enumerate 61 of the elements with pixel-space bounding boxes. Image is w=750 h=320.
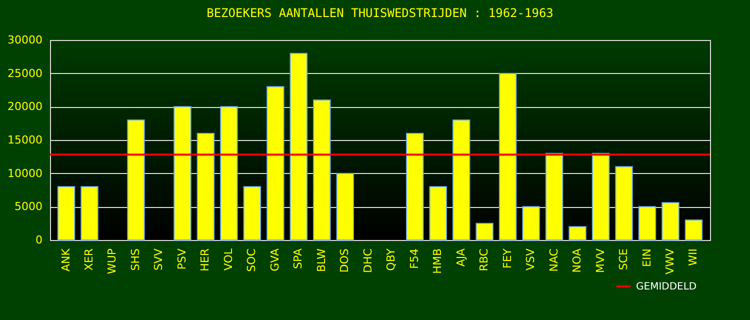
bar: [336, 172, 354, 240]
x-tick-label: F54: [408, 248, 421, 269]
x-tick-label: SVV: [152, 248, 166, 271]
bar: [243, 186, 262, 240]
x-tick-label: BLW: [314, 248, 328, 272]
legend-label: GEMIDDELD: [636, 282, 697, 292]
x-tick-label: DOS: [338, 248, 352, 273]
bar: [522, 206, 540, 240]
x-tick-label: MVV: [594, 248, 607, 274]
x-tick-label: EIN: [640, 248, 654, 267]
x-tick-label: WII: [686, 248, 700, 266]
bar: [638, 206, 656, 240]
bar: [476, 222, 494, 240]
bar: [220, 106, 238, 240]
x-tick-label: GVA: [268, 248, 282, 272]
bar: [290, 52, 308, 240]
bar: [406, 132, 424, 240]
chart-title: BEZOEKERS AANTALLEN THUISWEDSTRIJDEN : 1962-1963: [206, 6, 554, 20]
x-tick-label: VWV: [663, 248, 676, 274]
x-tick-label: NAC: [547, 248, 560, 272]
bar: [452, 120, 470, 240]
x-tick-label: QBY: [384, 248, 398, 271]
bar: [684, 220, 703, 240]
bar: [127, 120, 145, 240]
bar: [498, 72, 517, 240]
x-tick-label: VSV: [524, 248, 538, 271]
x-tick-label: SHS: [128, 248, 142, 271]
x-tick-label: SCE: [617, 248, 630, 270]
x-tick-label: SOC: [245, 248, 258, 272]
x-tick-label: SPA: [292, 248, 305, 269]
x-tick-label: DHC: [361, 248, 374, 273]
x-tick-label: HER: [198, 248, 212, 272]
bar: [80, 186, 98, 240]
x-tick-label: RBC: [478, 248, 491, 272]
bar: [266, 86, 284, 240]
bar: [313, 100, 331, 240]
y-tick-label: 5000: [14, 200, 42, 214]
y-tick-label: 15000: [8, 134, 42, 146]
x-tick-label: HMB: [431, 248, 444, 274]
bar: [568, 226, 586, 240]
bar: [174, 106, 192, 240]
bar: [662, 202, 680, 240]
bar: [545, 152, 564, 240]
x-tick-label: ANK: [59, 248, 72, 272]
x-tick-label: AJA: [454, 248, 468, 267]
y-tick-label: 10000: [8, 166, 42, 180]
x-tick-label: PSV: [175, 248, 188, 270]
y-tick-label: 20000: [8, 100, 42, 114]
bar: [57, 186, 76, 240]
bar: [592, 152, 610, 240]
bar: [196, 132, 215, 240]
bar: [615, 166, 633, 240]
x-tick-label: FEY: [500, 248, 514, 268]
x-tick-label: VOL: [222, 248, 235, 271]
y-tick-label: 0: [36, 234, 42, 246]
bar: [429, 186, 447, 240]
y-tick-label: 25000: [8, 66, 42, 80]
x-tick-label: NOA: [570, 248, 584, 273]
y-tick-label: 30000: [8, 34, 42, 46]
x-tick-label: XER: [82, 248, 96, 271]
x-tick-label: WUP: [106, 248, 119, 274]
